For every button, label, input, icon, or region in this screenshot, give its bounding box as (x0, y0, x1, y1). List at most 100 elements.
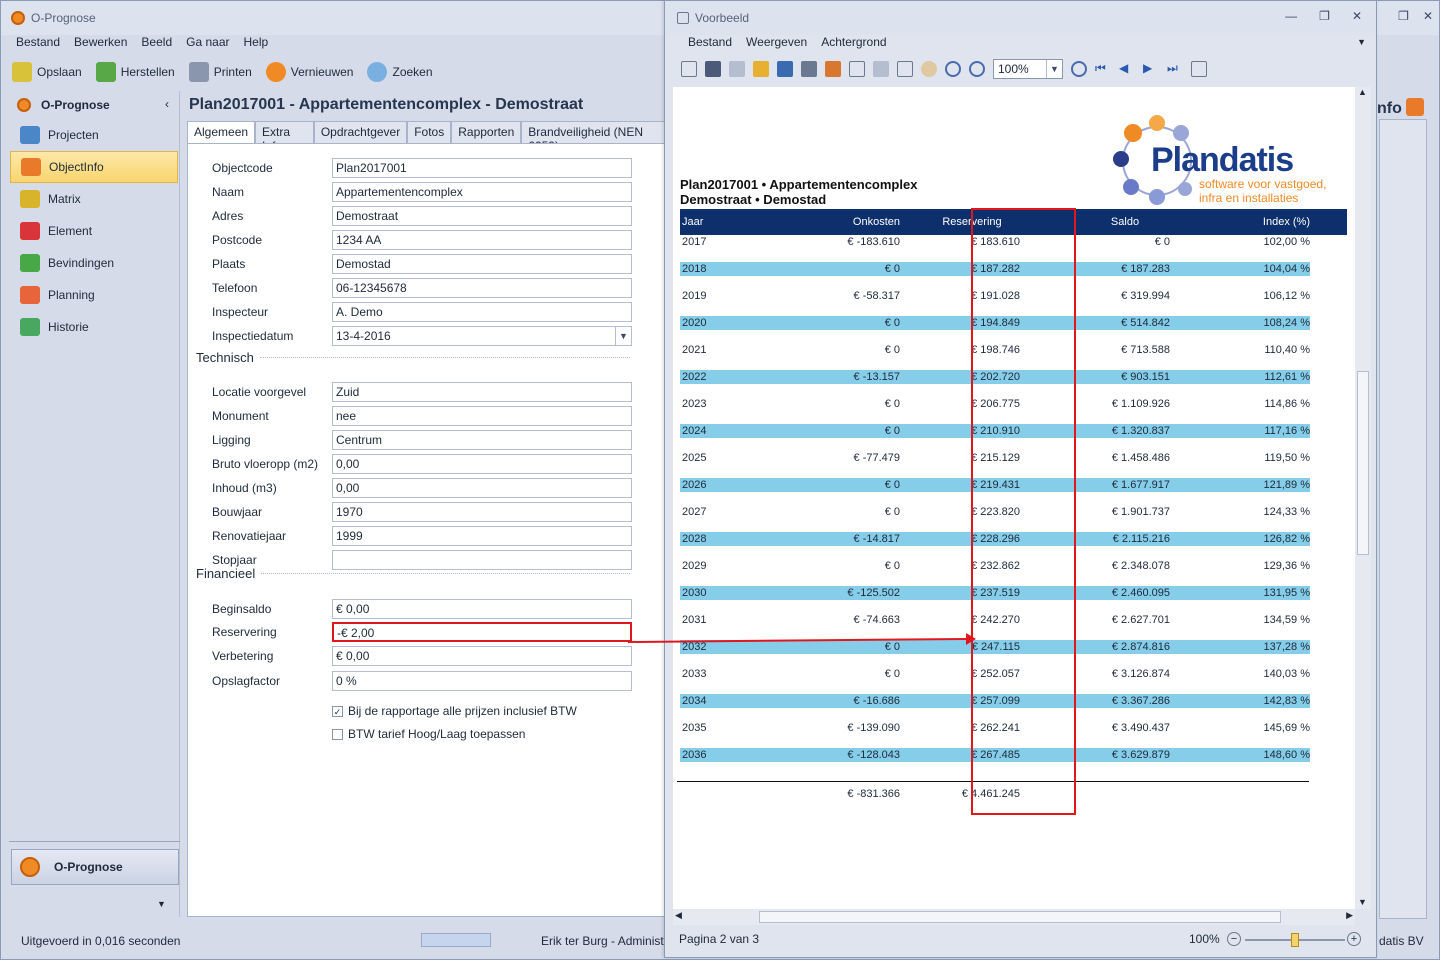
postcode-field[interactable]: 1234 AA (332, 230, 632, 250)
print-button[interactable]: Printen (186, 60, 255, 84)
zoom-in-icon[interactable]: + (1347, 932, 1361, 946)
magnifier-icon[interactable] (945, 61, 961, 77)
telefoon-field[interactable]: 06-12345678 (332, 278, 632, 298)
zoom-select[interactable]: 100% ▼ (993, 59, 1063, 79)
menu-beeld[interactable]: Beeld (141, 35, 173, 49)
sidebar-item-historie[interactable]: Historie (10, 311, 178, 343)
zoom-slider-handle[interactable] (1291, 933, 1299, 947)
cell-saldo: € 0 (1154, 236, 1170, 248)
sidebar-item-icon (20, 254, 40, 272)
vertical-scrollbar[interactable]: ▲ ▼ (1355, 87, 1371, 909)
print-icon[interactable] (801, 61, 817, 77)
save-button[interactable]: Opslaan (9, 60, 85, 84)
cell-reservering: € 237.519 (971, 587, 1020, 599)
close-icon[interactable]: ✕ (1422, 9, 1433, 23)
telefoon-label: Telefoon (212, 281, 258, 295)
sidebar-item-objectinfo[interactable]: ObjectInfo (10, 151, 178, 183)
next-page-icon[interactable]: ▶ (1143, 61, 1153, 75)
restore-button[interactable]: Herstellen (93, 60, 178, 84)
previous-page-icon[interactable]: ◀ (1119, 61, 1129, 75)
total-onkosten: € -831.366 (847, 788, 900, 800)
maximize-icon[interactable]: ❐ (1319, 9, 1330, 23)
bouwjaar-field[interactable]: 1970 (332, 502, 632, 522)
binoculars-icon[interactable] (705, 61, 721, 77)
inspecteur-field[interactable]: A. Demo (332, 302, 632, 322)
cell-onkosten: € -77.479 (853, 452, 900, 464)
first-page-icon[interactable]: ⏮ (1095, 61, 1106, 75)
page-setup-icon[interactable] (849, 61, 865, 77)
close-icon[interactable]: ✕ (1351, 9, 1362, 23)
tab-opdrachtgever[interactable]: Opdrachtgever (313, 121, 408, 143)
objectcode-field[interactable]: Plan2017001 (332, 158, 632, 178)
menu-bestand[interactable]: Bestand (16, 35, 61, 49)
zoom-out-icon[interactable]: − (1227, 932, 1241, 946)
verbetering-field[interactable]: € 0,00 (332, 646, 632, 666)
quick-print-icon[interactable] (825, 61, 841, 77)
page-margins-icon[interactable] (897, 61, 913, 77)
menubar-overflow-chevron-icon[interactable]: ▼ (1357, 37, 1366, 47)
parameters-icon[interactable] (729, 61, 745, 77)
scroll-down-icon[interactable]: ▼ (1358, 897, 1367, 907)
chevron-down-icon[interactable]: ▼ (615, 327, 631, 345)
tab-extra[interactable]: Extra Info (255, 121, 314, 153)
chevron-down-icon[interactable]: ▼ (1046, 60, 1062, 78)
vat-rate-checkbox[interactable]: BTW tarief Hoog/Laag toepassen (332, 727, 525, 741)
bruto-vloeropp-m2-field[interactable]: 0,00 (332, 454, 632, 474)
tab-rapporten[interactable]: Rapporten (451, 121, 522, 143)
sidebar-item-matrix[interactable]: Matrix (10, 183, 178, 215)
document-map-icon[interactable] (681, 61, 697, 77)
adres-field[interactable]: Demostraat (332, 206, 632, 226)
locatie-voorgevel-field[interactable]: Zuid (332, 382, 632, 402)
sidebar-module-button[interactable]: O-Prognose (11, 849, 179, 885)
cell-saldo: € 2.874.816 (1111, 641, 1170, 653)
last-page-icon[interactable]: ⏭ (1167, 61, 1178, 75)
search-button[interactable]: Zoeken (364, 60, 435, 84)
refresh-label: Vernieuwen (290, 65, 354, 79)
reservering-field[interactable]: -€ 2,00 (332, 622, 632, 642)
horizontal-scroll-thumb[interactable] (759, 911, 1281, 923)
monument-field[interactable]: nee (332, 406, 632, 426)
beginsaldo-field[interactable]: € 0,00 (332, 599, 632, 619)
scale-icon[interactable] (873, 61, 889, 77)
sidebar-more-chevron-icon[interactable]: ▼ (157, 899, 166, 909)
sidebar-item-element[interactable]: Element (10, 215, 178, 247)
horizontal-scrollbar[interactable]: ◀ ▶ (673, 909, 1355, 925)
multiple-pages-icon[interactable] (1191, 61, 1207, 77)
naam-field[interactable]: Appartementencomplex (332, 182, 632, 202)
tab-brandveiligheid[interactable]: Brandveiligheid (NEN 6059) (521, 121, 665, 153)
include-vat-checkbox[interactable]: ✓ Bij de rapportage alle prijzen inclusie… (332, 704, 577, 718)
zoom-slider[interactable]: − + (1227, 932, 1361, 948)
inspectiedatum-field[interactable]: 13-4-2016 ▼ (332, 326, 632, 346)
scroll-left-icon[interactable]: ◀ (675, 910, 682, 920)
vertical-scroll-thumb[interactable] (1357, 371, 1369, 555)
plaats-field[interactable]: Demostad (332, 254, 632, 274)
minimize-icon[interactable]: — (1285, 9, 1298, 23)
zoom-in-icon[interactable] (1071, 61, 1087, 77)
scroll-up-icon[interactable]: ▲ (1358, 87, 1367, 97)
menu-help[interactable]: Help (243, 35, 269, 49)
preview-menu-achtergrond[interactable]: Achtergrond (821, 35, 887, 49)
save-disk-icon[interactable] (777, 61, 793, 77)
sidebar-item-projecten[interactable]: Projecten (10, 119, 178, 151)
tab-algemeen[interactable]: Algemeen (187, 121, 256, 143)
open-folder-icon[interactable] (753, 61, 769, 77)
tab-fotos[interactable]: Fotos (407, 121, 452, 143)
scroll-right-icon[interactable]: ▶ (1346, 910, 1353, 920)
hand-tool-icon[interactable] (921, 61, 937, 77)
opslagfactor-field[interactable]: 0 % (332, 671, 632, 691)
restore-icon[interactable]: ❐ (1398, 9, 1409, 23)
preview-menu-weergeven[interactable]: Weergeven (746, 35, 808, 49)
refresh-button[interactable]: Vernieuwen (263, 60, 357, 84)
sidebar-item-bevindingen[interactable]: Bevindingen (10, 247, 178, 279)
menu-ga-naar[interactable]: Ga naar (186, 35, 230, 49)
menu-bewerken[interactable]: Bewerken (74, 35, 128, 49)
sidebar-item-planning[interactable]: Planning (10, 279, 178, 311)
ligging-field[interactable]: Centrum (332, 430, 632, 450)
inhoud-m3-field[interactable]: 0,00 (332, 478, 632, 498)
preview-menu-bestand[interactable]: Bestand (688, 35, 733, 49)
beginsaldo-row: Beginsaldo € 0,00 (212, 599, 632, 619)
renovatiejaar-field[interactable]: 1999 (332, 526, 632, 546)
collapse-chevron-icon[interactable]: ‹ (165, 97, 169, 111)
cell-onkosten: € -125.502 (847, 587, 900, 599)
zoom-out-icon[interactable] (969, 61, 985, 77)
